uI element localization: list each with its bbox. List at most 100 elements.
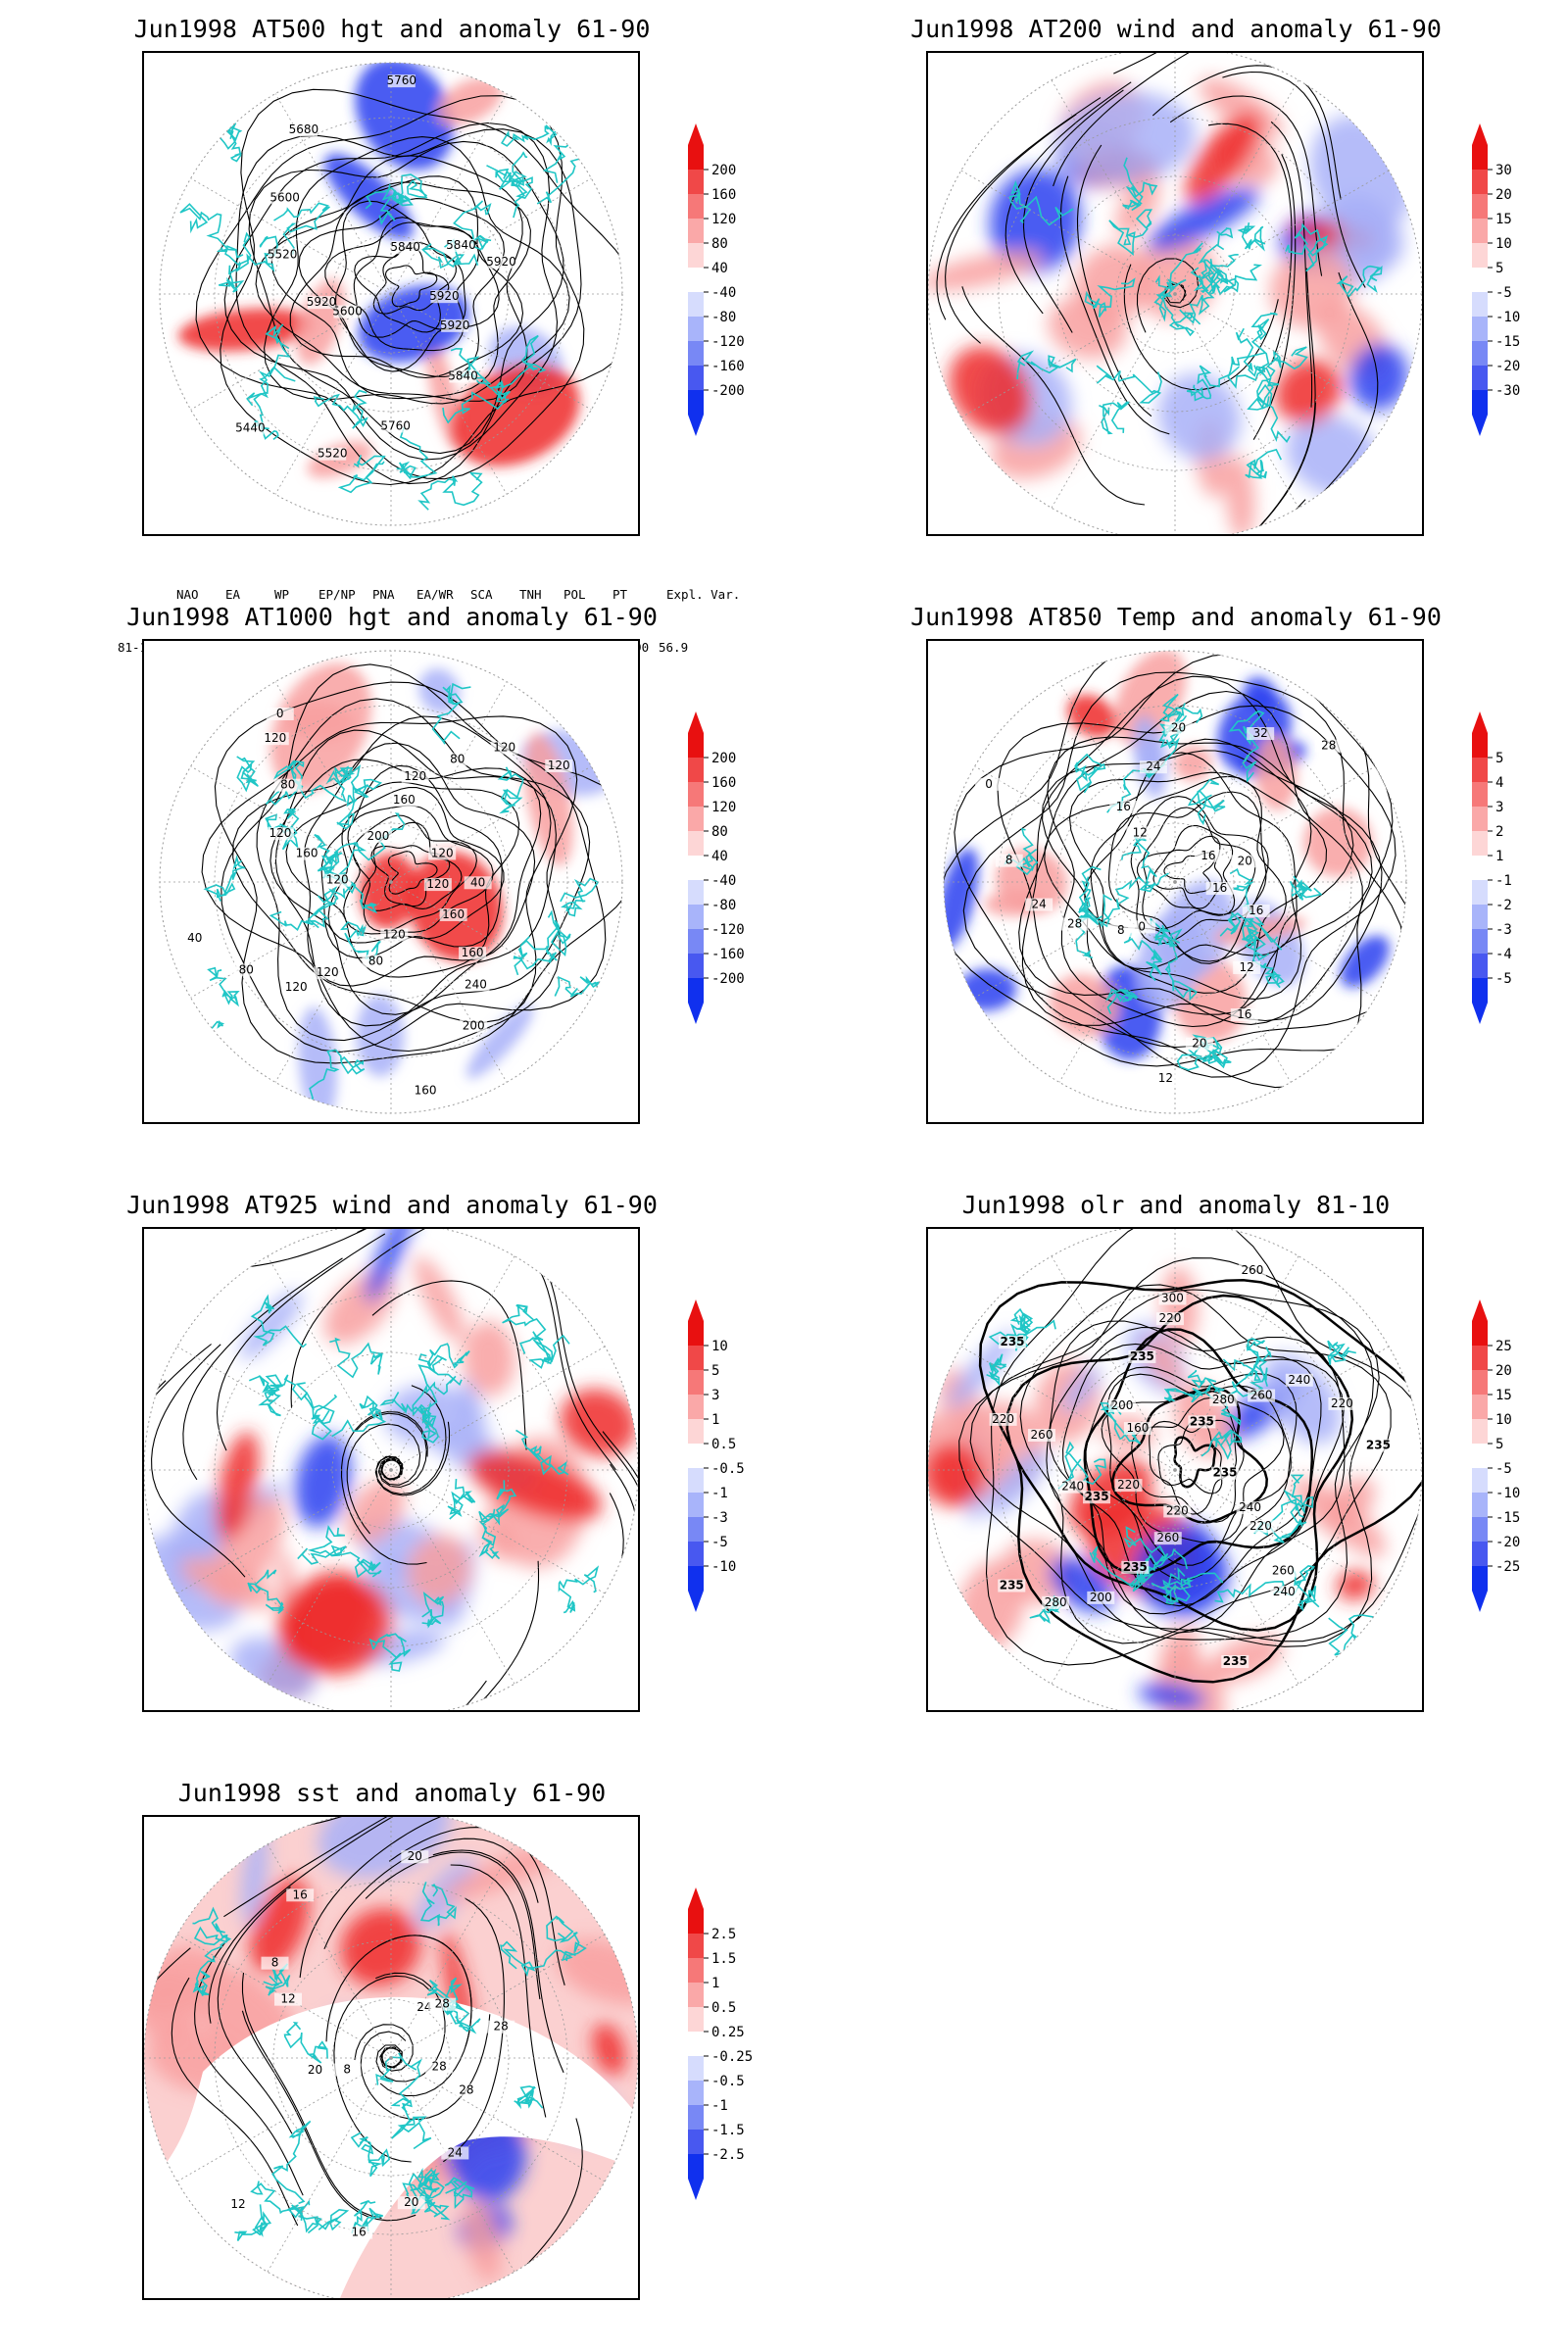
contour-label: 16 — [293, 1887, 308, 1901]
colorbar-tick-label: 15 — [1495, 1388, 1512, 1403]
contour-label: 80 — [239, 962, 254, 976]
colorbar-swatch — [688, 243, 704, 268]
colorbar-swatch — [688, 170, 704, 194]
contour-label: 0 — [276, 707, 284, 720]
colorbar-swatch — [688, 268, 704, 292]
contour-label: 200 — [1110, 1398, 1133, 1412]
colorbar-tick-label: -15 — [1495, 1510, 1520, 1526]
colorbar-swatch — [1472, 1517, 1488, 1542]
colorbar-tick-label: -200 — [711, 383, 745, 399]
colorbar-tick-label: -2.5 — [711, 2147, 745, 2163]
colorbar-tick-label: 120 — [711, 800, 736, 815]
colorbar-swatch — [688, 733, 704, 758]
index-header: NAO EA WP EP/NP PNA EA/WR SCA TNH POL PT Expl. Var… — [118, 586, 740, 604]
polar-map: 28 28 24 20 16 12 8 20 12 8 16 20 24 28 28 — [142, 1815, 640, 2300]
contour-label: 235 — [1190, 1414, 1214, 1428]
panel-title: Jun1998 olr and anomaly 81-10 — [961, 1191, 1391, 1219]
colorbar-tick-label: 40 — [711, 261, 728, 276]
colorbar-tick-label: 20 — [1495, 187, 1512, 203]
colorbar-swatch — [688, 1493, 704, 1517]
contour-label: 24 — [1146, 760, 1160, 773]
colorbar-tick-label: -10 — [711, 1559, 736, 1575]
panel-at1000-hgt: Jun1998 AT1000 hgt and anomaly 61-90 120… — [0, 588, 784, 1176]
index-name: SCA — [470, 587, 493, 602]
colorbar-swatch — [688, 317, 704, 341]
colorbar-swatch — [1472, 1321, 1488, 1346]
colorbar-tick-label: -0.5 — [711, 2074, 745, 2089]
contour-label: 5600 — [332, 305, 363, 318]
index-name: PNA — [372, 587, 395, 602]
colorbar-tick-label: -160 — [711, 359, 745, 374]
contour-lines — [201, 663, 622, 1064]
colorbar-swatch — [1472, 1566, 1488, 1591]
colorbar-tick-label: -30 — [1495, 383, 1520, 399]
colorbar-tick-label: -5 — [1495, 285, 1512, 301]
colorbar-swatch — [688, 1468, 704, 1493]
contour-label: 160 — [442, 907, 465, 921]
contour-label: 200 — [463, 1018, 485, 1032]
contour-label: 8 — [1005, 854, 1013, 867]
colorbar-tick-label: -10 — [1495, 1486, 1520, 1501]
colorbar-swatch — [688, 145, 704, 170]
index-name: EP/NP — [318, 587, 356, 602]
colorbar-tick-label: 10 — [711, 1339, 728, 1354]
colorbar-tick-label: -200 — [711, 971, 745, 987]
colorbar: 30 20 15 10 5 -5 -10 -15 -20 -30 — [1450, 118, 1568, 441]
colorbar-tick-label: -3 — [711, 1510, 728, 1526]
colorbar-swatch — [688, 341, 704, 366]
colorbar-tick-label: -5 — [711, 1535, 728, 1550]
colorbar-swatch — [1472, 145, 1488, 170]
lat-lon-grid — [928, 53, 1422, 534]
colorbar-tick-label: -1.5 — [711, 2123, 745, 2138]
colorbar-swatch — [688, 2081, 704, 2105]
colorbar-swatch — [1472, 170, 1488, 194]
panel-title: Jun1998 AT500 hgt and anomaly 61-90 — [133, 15, 651, 43]
contour-label: 20 — [408, 1849, 422, 1863]
contour-label: 260 — [1250, 1388, 1273, 1401]
colorbar-swatch — [1472, 1419, 1488, 1444]
colorbar-arrow-top — [1472, 1299, 1488, 1321]
index-name: EA — [225, 587, 241, 602]
colorbar-swatch — [688, 807, 704, 831]
colorbar-swatch — [688, 1909, 704, 1934]
contour-label: 120 — [431, 846, 454, 859]
colorbar-arrow-bottom — [688, 415, 704, 436]
contour-label: 28 — [435, 1997, 450, 2011]
contour-label: 200 — [1090, 1591, 1112, 1604]
contour-label: 160 — [415, 1084, 437, 1098]
colorbar-swatch — [688, 2032, 704, 2056]
contour-label: 5440 — [235, 421, 266, 435]
colorbar-tick-label: 5 — [1495, 261, 1503, 276]
colorbar-tick-label: 2.5 — [711, 1927, 736, 1942]
index-name: POL — [564, 587, 586, 602]
colorbar-tick-label: -40 — [711, 285, 736, 301]
colorbar-swatch — [688, 1370, 704, 1395]
colorbar-swatch — [688, 366, 704, 390]
colorbar-swatch — [688, 2154, 704, 2179]
coastlines — [986, 1307, 1385, 1656]
colorbar-swatch — [688, 2130, 704, 2154]
colorbar-swatch — [1472, 1346, 1488, 1370]
colorbar-tick-label: 5 — [711, 1363, 719, 1379]
index-name: PT — [612, 587, 628, 602]
colorbar-arrow-top — [688, 123, 704, 145]
contour-label: 220 — [1331, 1396, 1353, 1410]
colorbar-swatch — [688, 292, 704, 317]
colorbar-swatch — [1472, 954, 1488, 978]
contour-label: 5840 — [448, 369, 478, 383]
colorbar-tick-label: 1 — [1495, 849, 1503, 864]
colorbar-swatch — [1472, 366, 1488, 390]
contour-label: 12 — [1158, 1071, 1173, 1085]
colorbar-swatch — [688, 1934, 704, 1958]
colorbar: 200 160 120 80 40 -40 -80 -120 -160 -200 — [666, 706, 794, 1029]
colorbar-swatch — [1472, 831, 1488, 856]
contour-label: 20 — [308, 2063, 322, 2077]
contour-label: 120 — [383, 927, 406, 941]
coastlines — [247, 1294, 600, 1672]
colorbar: 5 4 3 2 1 -1 -2 -3 -4 -5 — [1450, 706, 1568, 1029]
colorbar-swatch — [688, 954, 704, 978]
contour-label: 28 — [432, 2059, 447, 2073]
colorbar-swatch — [1472, 292, 1488, 317]
contour-label: 12 — [230, 2197, 245, 2211]
colorbar-swatch — [688, 1566, 704, 1591]
